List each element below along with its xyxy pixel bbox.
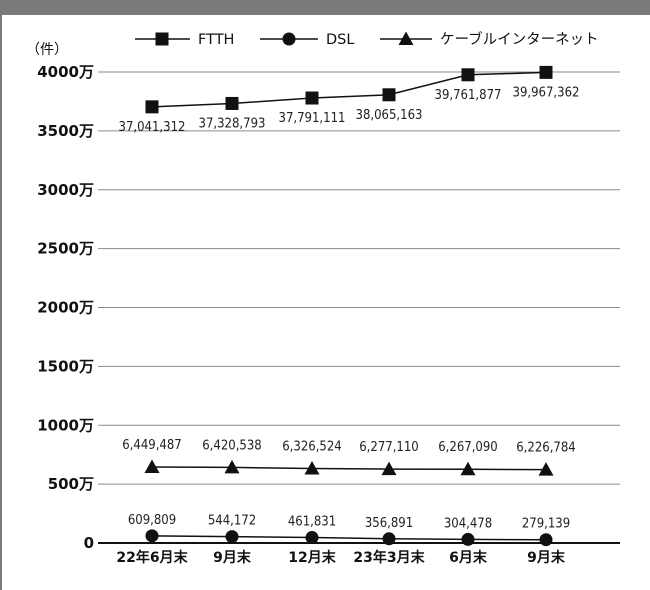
series-line-ftth bbox=[151, 71, 547, 108]
series-layer: 37,041,312 37,328,793 37,791,111 38,065,163… bbox=[119, 65, 580, 547]
data-label-cable: 6,326,524 bbox=[282, 440, 342, 455]
data-label-ftth: 38,065,163 bbox=[356, 108, 423, 123]
data-point-ftth bbox=[382, 88, 396, 102]
data-label-ftth: 37,791,111 bbox=[279, 111, 346, 126]
data-point-cable bbox=[304, 461, 320, 475]
legend-label: DSL bbox=[326, 32, 354, 48]
series-line-cable bbox=[151, 466, 547, 471]
y-tick-label: 1000万 bbox=[37, 416, 94, 434]
data-label-dsl: 279,139 bbox=[522, 517, 570, 532]
y-tick-label: 2000万 bbox=[37, 299, 94, 317]
data-point-ftth bbox=[305, 91, 319, 105]
y-tick-label: 500万 bbox=[48, 475, 94, 493]
data-point-ftth bbox=[145, 100, 159, 114]
data-point-cable bbox=[460, 461, 476, 476]
x-tick-label: 23年3月末 bbox=[353, 549, 425, 566]
x-tick-label: 22年6月末 bbox=[116, 549, 188, 566]
y-tick-label: 2500万 bbox=[37, 240, 94, 258]
data-label-dsl: 356,891 bbox=[365, 516, 413, 531]
x-tick-label: 12月末 bbox=[288, 549, 336, 566]
x-tick-label: 6月末 bbox=[449, 549, 488, 566]
data-label-cable: 6,277,110 bbox=[359, 440, 419, 455]
data-point-cable bbox=[224, 459, 240, 474]
data-label-dsl: 544,172 bbox=[208, 514, 256, 529]
series-cable: 6,449,487 6,420,538 6,326,524 6,277,110 6,26… bbox=[122, 438, 576, 476]
frame-left-border bbox=[0, 15, 2, 590]
legend-marker-ftth bbox=[155, 32, 169, 46]
series-ftth: 37,041,312 37,328,793 37,791,111 38,065,163… bbox=[119, 65, 580, 135]
data-point-cable bbox=[381, 461, 397, 476]
data-label-cable: 6,449,487 bbox=[122, 438, 182, 453]
legend: FTTH DSL ケーブルインターネット bbox=[135, 30, 599, 48]
y-tick-label: 3000万 bbox=[37, 181, 94, 199]
data-point-dsl bbox=[145, 529, 159, 543]
data-point-dsl bbox=[461, 532, 475, 546]
legend-marker-dsl bbox=[282, 32, 296, 46]
data-point-cable bbox=[538, 462, 554, 476]
legend-marker-cable bbox=[398, 31, 414, 45]
data-label-ftth: 37,041,312 bbox=[119, 120, 186, 135]
legend-label: ケーブルインターネット bbox=[440, 30, 599, 48]
legend-label: FTTH bbox=[198, 32, 234, 48]
grid-lines bbox=[98, 71, 620, 544]
x-axis-ticks: 22年6月末 9月末 12月末 23年3月末 6月末 9月末 bbox=[116, 549, 565, 566]
series-dsl: 609,809 544,172 461,831 356,891 304,478 279,1… bbox=[128, 513, 570, 547]
data-label-dsl: 609,809 bbox=[128, 513, 176, 528]
data-label-ftth: 39,761,877 bbox=[435, 88, 502, 103]
data-label-ftth: 37,328,793 bbox=[199, 116, 266, 131]
series-line-dsl bbox=[151, 535, 547, 541]
frame-top-bar bbox=[0, 0, 650, 15]
data-point-dsl bbox=[225, 530, 239, 544]
x-tick-label: 9月末 bbox=[527, 549, 566, 566]
data-point-cable bbox=[144, 459, 160, 474]
y-tick-label: 1500万 bbox=[37, 357, 94, 375]
data-point-dsl bbox=[539, 533, 553, 547]
data-point-ftth bbox=[225, 96, 239, 110]
data-label-dsl: 461,831 bbox=[288, 515, 336, 530]
y-unit-label: （件） bbox=[26, 42, 68, 58]
data-label-cable: 6,226,784 bbox=[516, 441, 576, 456]
y-tick-label: 3500万 bbox=[37, 122, 94, 140]
data-label-dsl: 304,478 bbox=[444, 516, 492, 531]
data-label-ftth: 39,967,362 bbox=[513, 85, 580, 100]
data-point-dsl bbox=[305, 531, 319, 545]
data-label-cable: 6,267,090 bbox=[438, 440, 498, 455]
data-point-ftth bbox=[461, 68, 475, 82]
y-tick-label: 0 bbox=[84, 534, 94, 552]
data-label-cable: 6,420,538 bbox=[202, 438, 262, 453]
data-point-ftth bbox=[539, 65, 553, 79]
legend-item-ftth: FTTH bbox=[135, 32, 234, 48]
y-axis-ticks: 0 500万 1000万 1500万 2000万 2500万 3000万 3500万 4000万 bbox=[37, 63, 94, 552]
y-tick-label: 4000万 bbox=[37, 63, 94, 81]
data-point-dsl bbox=[382, 532, 396, 546]
legend-item-cable: ケーブルインターネット bbox=[380, 30, 599, 48]
legend-item-dsl: DSL bbox=[260, 32, 354, 48]
x-tick-label: 9月末 bbox=[213, 549, 252, 566]
